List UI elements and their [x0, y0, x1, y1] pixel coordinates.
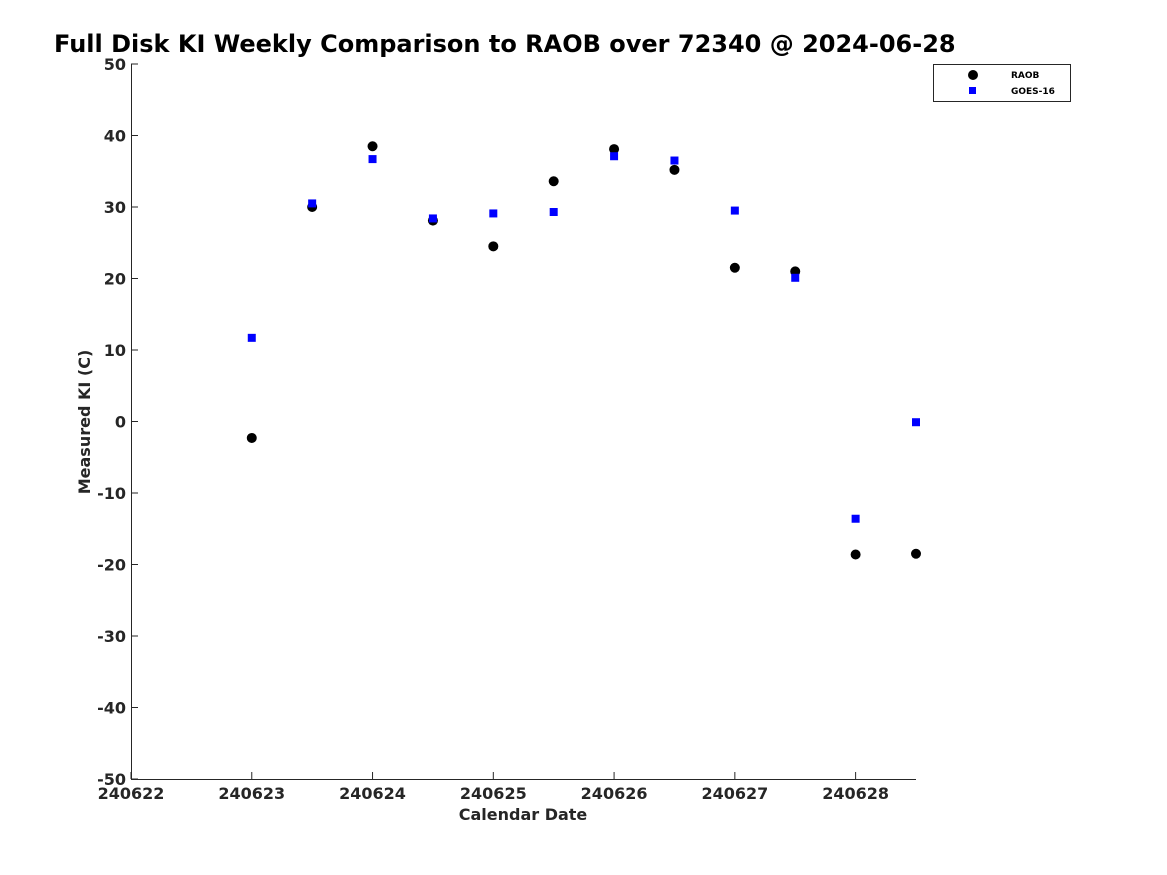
y-axis-label: Measured KI (C) [75, 350, 94, 495]
data-point-goes-16 [791, 273, 800, 282]
data-point-goes-16 [730, 206, 739, 215]
x-tick-label: 240625 [460, 784, 527, 803]
legend-label-goes: GOES-16 [1011, 87, 1055, 97]
data-point-raob [246, 432, 257, 443]
data-point-raob [488, 241, 499, 252]
y-tick-label: -40 [97, 699, 126, 718]
x-tick-label: 240623 [218, 784, 285, 803]
x-ticks: 240622 240623 240624 240625 240626 240627 2406… [98, 772, 889, 803]
data-point-raob [669, 164, 680, 175]
data-point-raob [729, 262, 740, 273]
x-tick-label: 240627 [701, 784, 768, 803]
data-point-raob [609, 144, 620, 155]
legend: RAOB GOES-16 [933, 64, 1071, 102]
data-point-goes-16 [851, 514, 860, 523]
legend-label-raob: RAOB [1011, 71, 1040, 81]
y-tick-label: 0 [115, 413, 126, 432]
x-axis-label: Calendar Date [459, 805, 588, 824]
data-point-goes-16 [308, 199, 317, 208]
x-tick-label: 240626 [581, 784, 648, 803]
data-point-goes-16 [368, 155, 377, 164]
y-tick-label: 40 [104, 127, 126, 146]
x-tick-label: 240624 [339, 784, 406, 803]
y-tick-label: -30 [97, 627, 126, 646]
data-point-raob [548, 176, 559, 187]
y-tick-label: 50 [104, 55, 126, 74]
legend-box [933, 64, 1071, 102]
y-tick-label: -20 [97, 556, 126, 575]
data-point-goes-16 [912, 418, 920, 427]
data-point-goes-16 [247, 333, 256, 342]
legend-marker-raob [968, 70, 978, 80]
y-tick-label: 20 [104, 270, 126, 289]
data-points [246, 141, 921, 560]
x-tick-label: 240622 [98, 784, 165, 803]
axes [131, 64, 916, 780]
y-tick-label: 30 [104, 198, 126, 217]
data-point-goes-16 [670, 156, 679, 165]
data-point-goes-16 [610, 152, 619, 161]
data-point-raob [850, 549, 861, 560]
x-tick-label: 240628 [822, 784, 889, 803]
y-tick-label: 10 [104, 341, 126, 360]
data-point-goes-16 [549, 208, 558, 217]
data-point-raob [911, 548, 921, 559]
y-tick-label: -50 [97, 770, 126, 789]
data-point-goes-16 [428, 214, 437, 223]
legend-marker-goes [969, 87, 976, 94]
y-tick-label: -10 [97, 484, 126, 503]
y-ticks: 50 40 30 20 10 0 -10 -20 -30 -40 -50 [97, 55, 138, 789]
chart-title: Full Disk KI Weekly Comparison to RAOB o… [54, 30, 956, 58]
data-point-raob [367, 141, 378, 152]
data-point-goes-16 [489, 209, 498, 218]
